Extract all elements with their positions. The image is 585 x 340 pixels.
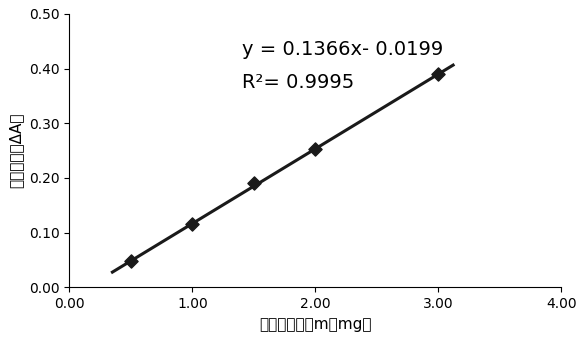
- Point: [311, 146, 320, 152]
- X-axis label: 支链淠粉含量m（mg）: 支链淠粉含量m（mg）: [259, 317, 371, 332]
- Point: [433, 71, 443, 77]
- Point: [249, 181, 259, 186]
- Point: [188, 221, 197, 226]
- Y-axis label: 吸光度差値ΔA支: 吸光度差値ΔA支: [8, 113, 23, 188]
- Text: R²= 0.9995: R²= 0.9995: [242, 73, 354, 92]
- Text: y = 0.1366x- 0.0199: y = 0.1366x- 0.0199: [242, 40, 443, 59]
- Point: [126, 258, 136, 264]
